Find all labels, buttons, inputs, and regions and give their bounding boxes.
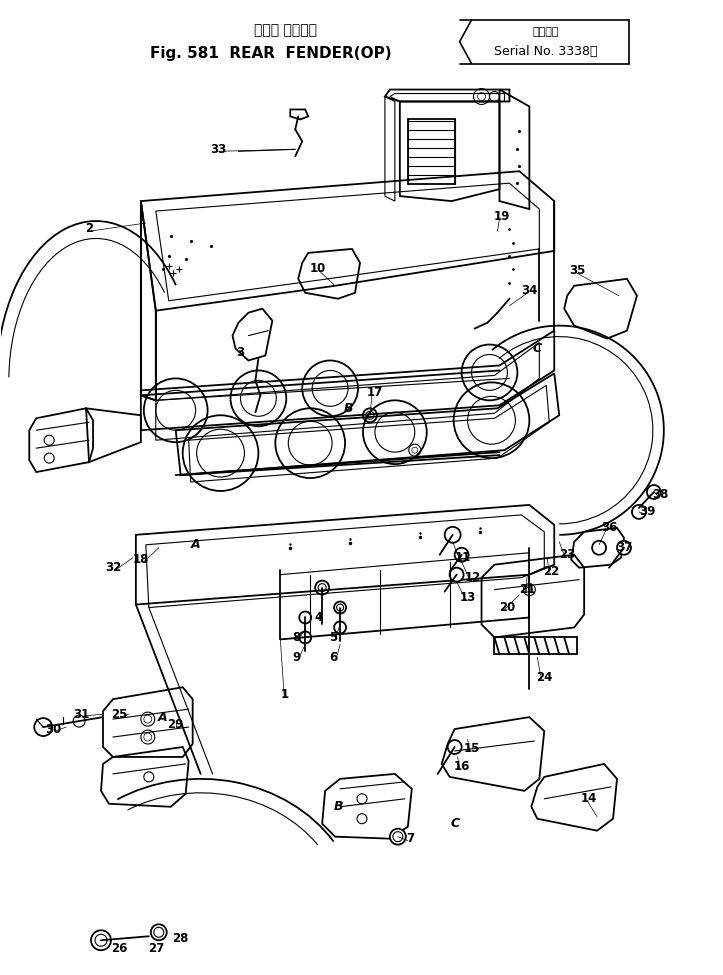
Text: 19: 19: [493, 210, 510, 222]
Text: 31: 31: [73, 708, 89, 721]
Circle shape: [455, 548, 469, 562]
Circle shape: [617, 541, 631, 555]
Text: 4: 4: [314, 611, 322, 624]
Text: 適用号機: 適用号機: [532, 26, 559, 37]
Circle shape: [632, 505, 646, 519]
Text: Fig. 581  REAR  FENDER(OP): Fig. 581 REAR FENDER(OP): [150, 46, 391, 61]
Text: 29: 29: [168, 718, 184, 730]
Circle shape: [390, 829, 406, 844]
Text: 18: 18: [132, 553, 149, 566]
Text: 1: 1: [281, 687, 288, 701]
Text: 13: 13: [459, 591, 476, 604]
Text: B: B: [343, 402, 353, 414]
Text: 24: 24: [536, 671, 552, 683]
Circle shape: [151, 924, 167, 940]
Text: 25: 25: [111, 708, 127, 721]
Text: 33: 33: [210, 142, 227, 156]
Text: 34: 34: [521, 285, 537, 297]
Text: 39: 39: [638, 505, 655, 519]
Circle shape: [592, 541, 606, 555]
Text: 32: 32: [105, 562, 121, 574]
Text: 35: 35: [569, 264, 586, 277]
Circle shape: [445, 526, 461, 543]
Circle shape: [91, 930, 111, 951]
Text: C: C: [450, 817, 459, 830]
Text: 26: 26: [111, 942, 127, 955]
Text: 7: 7: [406, 832, 414, 845]
Text: 11: 11: [455, 551, 471, 565]
Text: リヤー フェンダ: リヤー フェンダ: [254, 22, 317, 37]
Text: 23: 23: [559, 548, 576, 562]
Text: 22: 22: [543, 566, 560, 578]
Circle shape: [34, 719, 52, 736]
Text: 15: 15: [463, 743, 480, 756]
Text: 5: 5: [329, 631, 337, 644]
Circle shape: [450, 567, 463, 582]
Text: 8: 8: [292, 631, 300, 644]
Text: 2: 2: [85, 222, 93, 236]
Text: B: B: [333, 800, 343, 813]
Circle shape: [647, 485, 661, 499]
Text: 9: 9: [292, 651, 300, 664]
Circle shape: [448, 740, 461, 754]
Text: 10: 10: [310, 262, 326, 275]
Circle shape: [73, 715, 85, 727]
Text: 38: 38: [653, 488, 669, 501]
Text: 6: 6: [329, 651, 337, 664]
Text: 3: 3: [236, 346, 244, 359]
Text: 37: 37: [616, 541, 632, 554]
Text: A: A: [158, 711, 168, 723]
Text: 28: 28: [173, 932, 189, 945]
Text: 14: 14: [581, 793, 597, 805]
Text: 12: 12: [464, 571, 481, 584]
Text: 16: 16: [453, 760, 470, 773]
Text: C: C: [533, 342, 542, 355]
Text: 27: 27: [147, 942, 164, 955]
Text: 30: 30: [45, 722, 61, 735]
Text: Serial No. 3338～: Serial No. 3338～: [494, 45, 597, 58]
Text: 21: 21: [519, 583, 536, 596]
Text: A: A: [191, 538, 200, 551]
Text: 20: 20: [500, 601, 515, 614]
Text: 36: 36: [601, 522, 617, 534]
Text: 17: 17: [367, 386, 383, 399]
